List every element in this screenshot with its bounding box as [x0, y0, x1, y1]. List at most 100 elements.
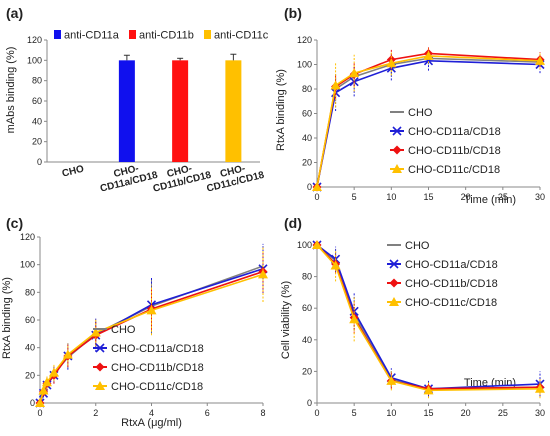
panel-a-category-label-1: CHO-CD11a/CD18 — [96, 159, 159, 195]
panel-d-legend-marker-1 — [389, 259, 399, 269]
panel-c-point-CHO-CD11c/CD18 — [48, 367, 59, 377]
panel-b-ytick-label-4: 80 — [302, 84, 312, 94]
panel-c-ytick-label-6: 120 — [20, 232, 35, 242]
panel-d-ytick-label-5: 100 — [297, 240, 312, 250]
panel-b-point-CHO-CD11c/CD18 — [312, 182, 322, 191]
panel-b-ytick-label-3: 60 — [302, 109, 312, 119]
panel-b-legend-label-0: CHO — [408, 107, 433, 119]
panel-b-ytick-label-5: 100 — [297, 60, 312, 70]
panel-b-legend-label-1: CHO-CD11a/CD18 — [408, 126, 501, 138]
panel-b-xtick-label-4: 20 — [461, 192, 471, 202]
panel-c-point-CHO-CD11c/CD18 — [35, 398, 45, 407]
panel-b-legend-label-2: CHO-CD11b/CD18 — [408, 145, 501, 157]
panel-d-xtick-label-5: 25 — [498, 408, 508, 418]
panel-b-label: (b) — [284, 5, 302, 21]
panel-d-ytick-label-2: 40 — [302, 335, 312, 345]
panel-c-label: (c) — [6, 215, 23, 231]
panel-d-point-CHO-CD11c/CD18 — [535, 383, 545, 393]
panel-a-legend-label-0: anti-CD11a — [64, 30, 120, 42]
panel-c-ytick-label-1: 20 — [25, 370, 35, 380]
panel-c-point-CHO-CD11c/CD18 — [146, 305, 157, 315]
panel-b-ytick-label-2: 40 — [302, 133, 312, 143]
panel-c-ytick-label-3: 60 — [25, 315, 35, 325]
panel-b-ytick-label-6: 120 — [297, 35, 312, 45]
panel-a-legend-label-1: anti-CD11b — [139, 30, 194, 42]
panel-c-point-CHO-CD11c/CD18 — [258, 269, 268, 279]
panel-b-xtick-label-6: 30 — [535, 192, 545, 202]
panel-b-ytick-label-0: 0 — [307, 182, 312, 192]
panel-c-ytick-label-2: 40 — [25, 343, 35, 353]
panel-c-ylabel: RtxA binding (%) — [1, 277, 13, 359]
panel-d-xtick-label-4: 20 — [461, 408, 471, 418]
panel-d-point-CHO-CD11c/CD18 — [330, 260, 341, 270]
panel-d-xtick-label-3: 15 — [423, 408, 433, 418]
panel-a-ytick-label-5: 100 — [27, 55, 42, 65]
panel-a-legend-label-2: anti-CD11c — [214, 30, 269, 42]
panel-d-label: (d) — [284, 215, 302, 231]
panel-c-point-CHO-CD11c/CD18 — [41, 377, 52, 387]
panel-a-category-label-3: CHO-CD11c/CD18 — [203, 159, 266, 195]
panel-b-xtick-label-1: 5 — [352, 192, 357, 202]
panel-d-point-CHO-CD11c/CD18 — [423, 385, 434, 395]
panel-a-legend-swatch-1 — [129, 30, 136, 39]
panel-d-series-line-CHO-CD11c/CD18 — [316, 244, 541, 392]
panel-c-legend-marker-3 — [95, 381, 105, 390]
panel-c-xtick-label-1: 2 — [93, 408, 98, 418]
panel-d-point-CHO-CD11c/CD18 — [312, 240, 322, 249]
panel-d-xtick-label-6: 30 — [535, 408, 545, 418]
panel-d-ytick-label-4: 80 — [302, 272, 312, 282]
panel-b-xtick-label-2: 10 — [386, 192, 396, 202]
panel-c-xlabel: RtxA (μg/ml) — [121, 417, 182, 429]
panel-a-bar-anti-CD11b — [172, 60, 189, 163]
panel-b-ytick-label-1: 20 — [302, 158, 312, 168]
panel-c-legend-marker-1 — [95, 343, 105, 353]
panel-c-legend-label-2: CHO-CD11b/CD18 — [111, 362, 204, 374]
panel-a-ytick-label-0: 0 — [37, 157, 42, 167]
panel-d-legend-label-3: CHO-CD11c/CD18 — [405, 297, 497, 309]
panel-a-category-label-0-line-0: CHO — [61, 163, 85, 179]
panel-b-xtick-label-0: 0 — [314, 192, 319, 202]
panel-d-ylabel: Cell viability (%) — [280, 281, 292, 359]
panel-b-point-CHO-CD11c/CD18 — [330, 80, 341, 90]
panel-c-xtick-label-4: 8 — [260, 408, 265, 418]
panel-b-series-line-CHO-CD11a/CD18 — [316, 60, 541, 188]
panel-c-ytick-label-0: 0 — [30, 398, 35, 408]
panel-d-ytick-label-3: 60 — [302, 303, 312, 313]
panel-d-legend-marker-3 — [389, 297, 399, 306]
panel-c-ytick-label-5: 100 — [20, 260, 35, 270]
panel-a-ytick-label-6: 120 — [27, 35, 42, 45]
panel-b-series-line-CHO-CD11c/CD18 — [316, 55, 541, 188]
panel-c-point-CHO-CD11c/CD18 — [62, 349, 73, 359]
panel-a-legend-swatch-0 — [54, 30, 61, 39]
panel-d-xtick-label-1: 5 — [352, 408, 357, 418]
panel-b-point-CHO-CD11c/CD18 — [386, 58, 397, 68]
panel-a-ytick-label-3: 60 — [32, 96, 42, 106]
panel-d-point-CHO-CD11c/CD18 — [386, 375, 397, 385]
panel-d-legend-marker-2 — [389, 278, 399, 288]
panel-b-ylabel: RtxA binding (%) — [275, 69, 287, 151]
panel-c-xtick-label-3: 6 — [205, 408, 210, 418]
panel-d-legend-marker-1-b — [389, 259, 399, 269]
panel-d-point-CHO-CD11c/CD18 — [349, 314, 360, 324]
panel-b-xlabel: Time (min) — [464, 194, 516, 206]
panel-a-bar-anti-CD11a — [118, 60, 135, 163]
panel-d-xtick-label-0: 0 — [314, 408, 319, 418]
panel-a-category-label-2: CHO-CD11b/CD18 — [149, 159, 212, 195]
panel-d-legend-label-1: CHO-CD11a/CD18 — [405, 259, 498, 271]
panel-c-ytick-label-4: 80 — [25, 287, 35, 297]
panel-d-legend-label-2: CHO-CD11b/CD18 — [405, 278, 498, 290]
panel-d-ytick-label-1: 20 — [302, 366, 312, 376]
panel-d-xtick-label-2: 10 — [386, 408, 396, 418]
panel-b-legend-marker-1-b — [392, 126, 402, 136]
panel-b-legend-marker-1 — [392, 126, 402, 136]
panel-c-legend-marker-2 — [95, 362, 105, 372]
panel-b-point-CHO-CD11c/CD18 — [349, 68, 360, 78]
panel-b-legend-label-3: CHO-CD11c/CD18 — [408, 164, 500, 176]
panel-c-legend-label-0: CHO — [111, 324, 136, 336]
panel-a-ytick-label-2: 40 — [32, 116, 42, 126]
panel-d-ytick-label-0: 0 — [307, 398, 312, 408]
panel-c-point-CHO-CD11c/CD18 — [90, 327, 101, 337]
panel-b-xtick-label-3: 15 — [423, 192, 433, 202]
panel-c-point-CHO-CD11c/CD18 — [38, 385, 49, 395]
